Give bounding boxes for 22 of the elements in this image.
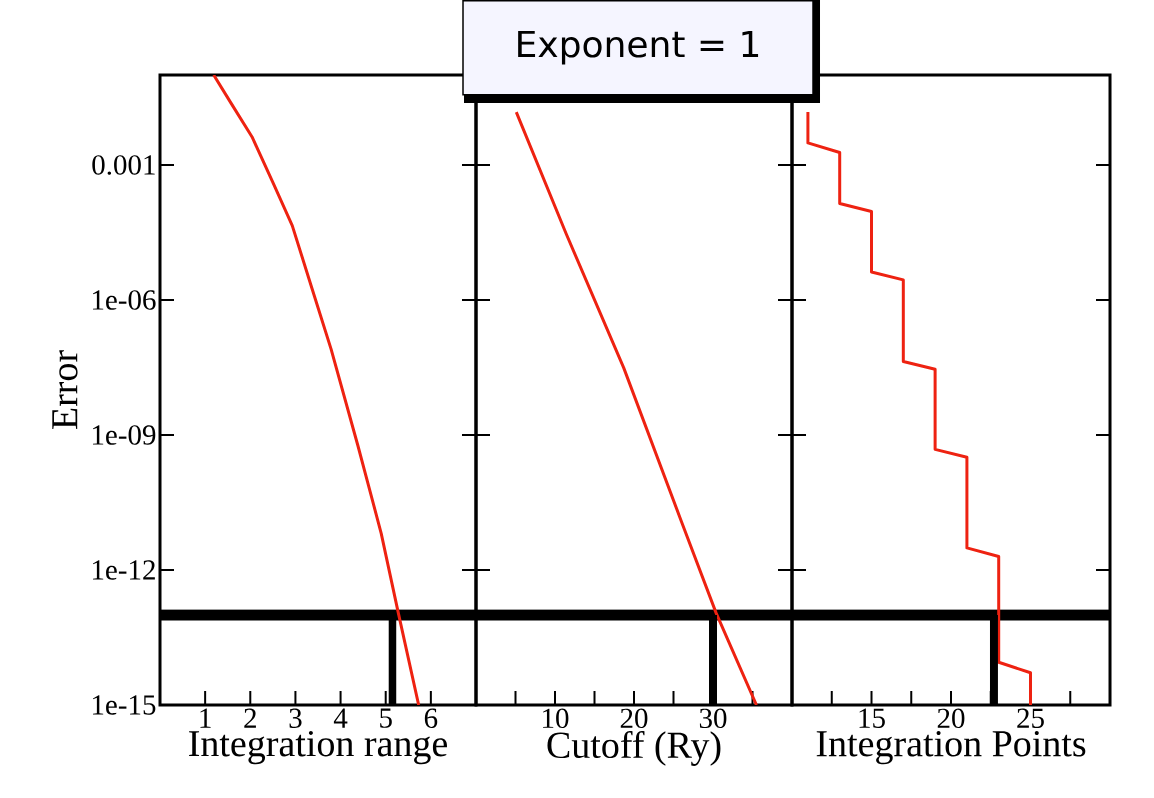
x-tick-label: 20	[620, 708, 648, 729]
x-axis-title: Integration range	[189, 730, 447, 765]
text: Exponent = 1	[518, 30, 759, 65]
y-tick-label: 1e-06	[92, 290, 156, 310]
x-tick-label: 3	[289, 708, 302, 729]
x-axis-title: Cutoff (Ry)	[547, 730, 721, 766]
y-tick-label: 1e-15	[92, 695, 156, 715]
x-tick-label: 10	[543, 708, 569, 729]
y-tick-label: 0.001	[92, 155, 155, 175]
x-tick-label: 2	[244, 708, 256, 728]
y-tick-label: 1e-12	[92, 560, 155, 580]
x-tick-label: 1	[200, 708, 211, 728]
x-tick-label: 15	[859, 708, 885, 728]
x-tick-label: 6	[424, 708, 438, 729]
x-tick-label: 30	[699, 708, 727, 729]
x-tick-label: 4	[333, 708, 348, 728]
x-tick-label: 20	[937, 708, 965, 729]
x-tick-label: 25	[1017, 708, 1044, 729]
y-axis-title: Error	[52, 350, 78, 429]
x-axis-title: Integration Points	[816, 730, 1086, 765]
y-tick-label: 1e-09	[92, 425, 156, 445]
x-tick-label: 5	[380, 708, 392, 728]
